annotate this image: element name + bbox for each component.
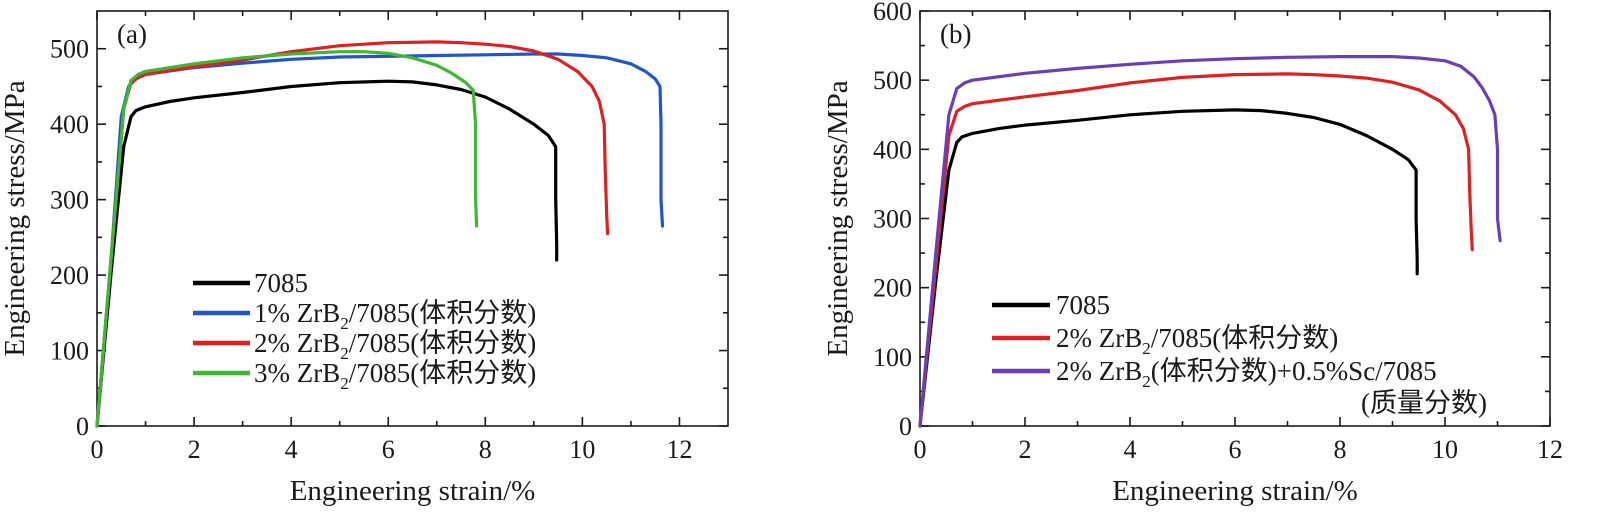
legend-label-text: 3% ZrB (254, 358, 340, 388)
x-tick-label: 6 (382, 435, 395, 464)
legend-label-subscript: 2 (1142, 339, 1151, 358)
series-line-4 (95, 50, 479, 428)
x-tick-label: 8 (1334, 435, 1347, 464)
legend-label-text: 2% ZrB (1056, 323, 1142, 353)
series-line-1 (95, 79, 559, 428)
legend-label-2: 2% ZrB2/7085(体积分数) (1056, 323, 1338, 358)
x-tick-label: 2 (1019, 435, 1032, 464)
y-tick-label: 100 (873, 343, 912, 372)
x-tick-label: 10 (569, 435, 595, 464)
legend-label-subscript: 2 (1142, 372, 1151, 391)
series-line-3 (95, 40, 610, 428)
y-tick-label: 100 (50, 337, 89, 366)
x-tick-label: 2 (188, 435, 201, 464)
legend-label-subscript: 2 (340, 314, 349, 333)
legend-label-text: (体积分数)+0.5%Sc/7085 (1151, 356, 1437, 386)
series-line-3 (918, 55, 1502, 428)
legend-label-text: 2% ZrB (1056, 356, 1142, 386)
y-axis-title: Engineering stress/MPa (822, 80, 854, 356)
legend-label-text: /7085(体积分数) (349, 298, 536, 328)
legend-label-2: 1% ZrB2/7085(体积分数) (254, 298, 536, 333)
y-tick-label: 300 (873, 205, 912, 234)
legend-label-continuation: (质量分数) (1361, 388, 1487, 418)
x-axis-title: Engineering strain/% (1112, 475, 1358, 507)
x-tick-label: 10 (1432, 435, 1458, 464)
y-tick-label: 500 (50, 35, 89, 64)
legend-label-text: /7085(体积分数) (1151, 323, 1338, 353)
series-line-1 (918, 108, 1419, 428)
x-tick-label: 6 (1229, 435, 1242, 464)
x-tick-label: 4 (1124, 435, 1137, 464)
legend-label-1: 7085 (254, 268, 308, 298)
chart-panel-a: 0 2 4 6 8 10 12 0 100 200 300 400 500 Engineering str… (0, 10, 729, 507)
y-tick-label: 500 (873, 66, 912, 95)
y-tick-label: 400 (873, 135, 912, 164)
legend-label-1: 7085 (1056, 290, 1110, 320)
legend-label-3: 2% ZrB2/7085(体积分数) (254, 328, 536, 363)
x-tick-label: 8 (479, 435, 492, 464)
x-tick-label: 12 (666, 435, 692, 464)
x-tick-label: 0 (914, 435, 927, 464)
legend-label-text: 2% ZrB (254, 328, 340, 358)
y-tick-label: 0 (899, 412, 912, 441)
legend-label-subscript: 2 (340, 374, 349, 393)
x-tick-label: 0 (91, 435, 104, 464)
y-tick-label: 200 (873, 274, 912, 303)
panel-label: (b) (940, 19, 971, 49)
y-tick-label: 0 (76, 412, 89, 441)
legend-label-text: /7085(体积分数) (349, 328, 536, 358)
legend-label-text: /7085(体积分数) (349, 358, 536, 388)
y-axis-title: Engineering stress/MPa (0, 80, 31, 356)
x-axis-title: Engineering strain/% (290, 475, 536, 507)
legend-label-text: 1% ZrB (254, 298, 340, 328)
x-tick-label: 4 (285, 435, 298, 464)
y-tick-label: 400 (50, 110, 89, 139)
legend-label-4: 3% ZrB2/7085(体积分数) (254, 358, 536, 393)
legend-label-3: 2% ZrB2(体积分数)+0.5%Sc/7085 (1056, 356, 1437, 391)
panel-label: (a) (117, 19, 147, 49)
y-tick-label: 200 (50, 261, 89, 290)
y-tick-label: 300 (50, 186, 89, 215)
series-line-2 (918, 72, 1474, 428)
y-tick-label: 600 (873, 0, 912, 26)
plot-frame (96, 10, 729, 427)
x-tick-label: 12 (1537, 435, 1563, 464)
chart-panel-b: 0 2 4 6 8 10 12 0 100 200 300 400 500 600 Engineering … (822, 0, 1563, 507)
legend-label-subscript: 2 (340, 344, 349, 363)
